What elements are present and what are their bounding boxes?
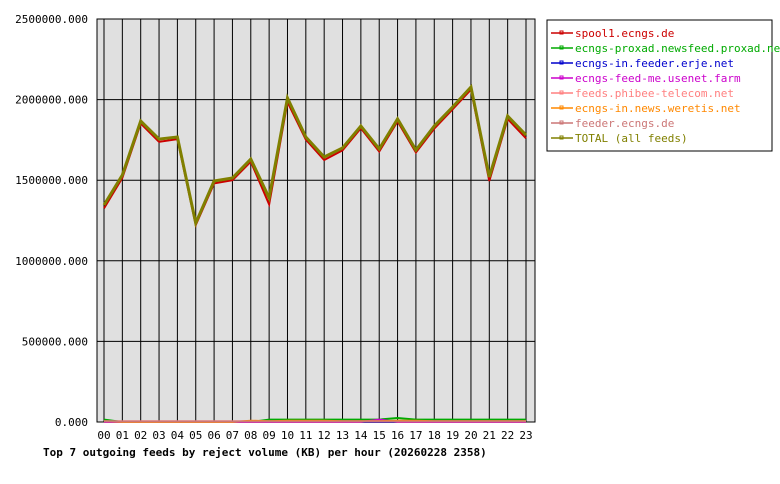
legend-label: ecngs-proxad.newsfeed.proxad.net	[575, 42, 780, 55]
chart-title: Top 7 outgoing feeds by reject volume (K…	[43, 446, 487, 459]
legend-label: ecngs-feed-me.usenet.farm	[575, 72, 741, 85]
legend-label: feeder.ecngs.de	[575, 117, 674, 130]
x-tick-label: 05	[189, 429, 202, 442]
x-tick-label: 20	[464, 429, 477, 442]
series-line-0	[103, 87, 527, 229]
legend-marker	[559, 75, 564, 80]
legend-label: ecngs-in.feeder.erje.net	[575, 57, 734, 70]
x-tick-label: 19	[446, 429, 459, 442]
legend-label: ecngs-in.news.weretis.net	[575, 102, 741, 115]
legend-marker	[559, 90, 564, 95]
x-tick-label: 16	[391, 429, 404, 442]
plot-background	[96, 18, 536, 423]
x-tick-label: 23	[519, 429, 532, 442]
x-tick-label: 07	[226, 429, 239, 442]
y-tick-label: 0.000	[55, 416, 88, 429]
y-tick-label: 500000.000	[22, 335, 88, 348]
legend-label: spool1.ecngs.de	[575, 27, 674, 40]
x-tick-label: 15	[373, 429, 386, 442]
legend-box	[546, 19, 773, 152]
x-tick-label: 17	[409, 429, 422, 442]
legend-marker	[559, 45, 564, 50]
x-tick-label: 12	[318, 429, 331, 442]
x-tick-label: 14	[354, 429, 368, 442]
x-tick-label: 09	[263, 429, 276, 442]
x-tick-label: 06	[207, 429, 220, 442]
y-tick-label: 1500000.000	[15, 174, 88, 187]
legend-marker	[559, 120, 564, 125]
x-tick-label: 13	[336, 429, 349, 442]
x-tick-label: 00	[97, 429, 110, 442]
legend-marker	[559, 30, 564, 35]
x-tick-label: 21	[483, 429, 496, 442]
legend-marker	[559, 60, 564, 65]
legend-marker	[559, 135, 564, 140]
legend-marker	[559, 105, 564, 110]
x-tick-label: 03	[152, 429, 165, 442]
y-tick-label: 2500000.000	[15, 13, 88, 26]
x-tick-label: 18	[428, 429, 441, 442]
x-tick-label: 10	[281, 429, 294, 442]
x-tick-label: 22	[501, 429, 514, 442]
x-tick-label: 08	[244, 429, 257, 442]
legend-label: feeds.phibee-telecom.net	[575, 87, 734, 100]
y-tick-label: 2000000.000	[15, 94, 88, 107]
x-tick-label: 02	[134, 429, 147, 442]
x-tick-label: 11	[299, 429, 312, 442]
y-tick-label: 1000000.000	[15, 255, 88, 268]
x-tick-label: 04	[171, 429, 185, 442]
x-tick-label: 01	[116, 429, 129, 442]
series-line-7	[102, 83, 528, 228]
legend-label: TOTAL (all feeds)	[575, 132, 688, 145]
